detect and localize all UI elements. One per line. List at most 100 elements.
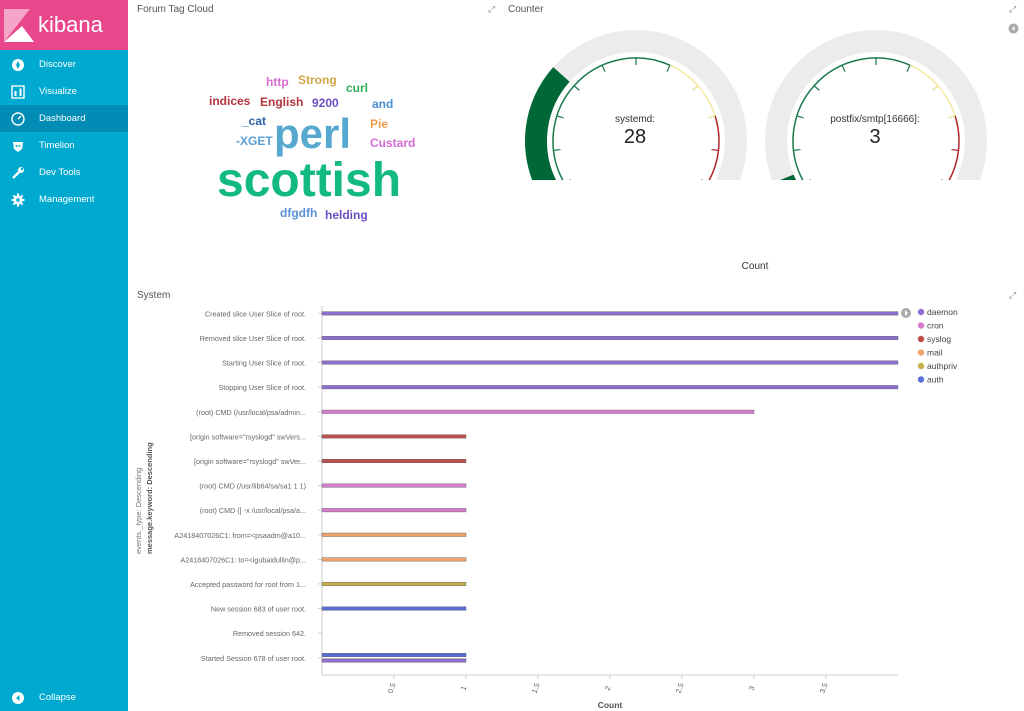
y-tick-label: [origin software="rsyslogd" swVer... xyxy=(194,457,306,466)
bar-daemon[interactable] xyxy=(321,336,899,340)
bar-cron[interactable] xyxy=(321,483,467,488)
nav-label: Management xyxy=(39,194,95,205)
bar-cron[interactable] xyxy=(321,409,755,414)
tag-word[interactable]: scottish xyxy=(217,154,401,207)
tag-word[interactable]: Custard xyxy=(370,136,415,150)
gauge-range-red xyxy=(948,115,960,180)
tag-word[interactable]: perl xyxy=(274,110,351,157)
collapse-button[interactable]: Collapse xyxy=(0,684,128,711)
bar-authpriv[interactable] xyxy=(321,582,467,586)
sidebar: kibana Discover Visualize Dashboard Time… xyxy=(0,0,128,711)
tag-word[interactable]: dfgdfh xyxy=(280,206,317,220)
system-bar-chart: Created slice User Slice of root. Removed… xyxy=(134,306,958,710)
tag-word[interactable]: English xyxy=(260,95,303,109)
expand-icon[interactable]: ⤢ xyxy=(488,4,496,14)
legend-toggle-icon[interactable] xyxy=(901,308,911,318)
y-axis-label: message.keyword: Descending xyxy=(145,442,154,554)
bar-auth[interactable] xyxy=(321,606,467,611)
tag-word[interactable]: Strong xyxy=(298,73,337,87)
bar-mail[interactable] xyxy=(321,557,467,562)
x-tick-label: 1 xyxy=(459,685,469,692)
bar-syslog[interactable] xyxy=(321,434,467,439)
y-axis-label: events._type: Descending xyxy=(134,468,143,554)
legend-toggle-icon[interactable] xyxy=(1008,23,1019,34)
nav-management[interactable]: Management xyxy=(0,186,128,213)
gauge xyxy=(765,30,987,180)
legend-swatch xyxy=(917,349,925,356)
nav-timelion[interactable]: Timelion xyxy=(0,132,128,159)
legend-item[interactable]: cron xyxy=(917,321,944,331)
x-tick-label: 2 xyxy=(603,685,613,692)
tag-word[interactable]: 9200 xyxy=(312,96,339,110)
tag-cloud-panel-title: Forum Tag Cloud xyxy=(137,4,214,15)
dashboard-icon xyxy=(11,111,25,126)
gauge-tick xyxy=(906,65,911,72)
tag-word[interactable]: -XGET xyxy=(236,134,273,148)
expand-icon[interactable]: ⤢ xyxy=(1009,4,1017,14)
tag-cloud: http Strong curl indices English 9200 an… xyxy=(209,73,415,222)
tag-word[interactable]: indices xyxy=(209,94,251,108)
bar-daemon[interactable] xyxy=(321,385,899,390)
x-tick-label: 1.5 xyxy=(530,682,542,695)
expand-icon[interactable]: ⤢ xyxy=(1009,290,1017,300)
tag-word[interactable]: helding xyxy=(325,208,368,222)
tag-word[interactable]: http xyxy=(266,75,289,89)
nav-dashboard[interactable]: Dashboard xyxy=(0,105,128,132)
gauge-tick xyxy=(951,148,959,151)
bar-daemon[interactable] xyxy=(321,658,467,663)
kibana-logo-icon xyxy=(0,0,38,50)
legend-swatch xyxy=(917,362,925,370)
x-tick-label: 3.5 xyxy=(818,682,830,695)
timelion-icon xyxy=(11,139,25,153)
counter-panel-title: Counter xyxy=(508,4,544,15)
y-tick-label: Started Session 678 of user root. xyxy=(201,654,306,663)
nav-label: Visualize xyxy=(39,86,77,97)
y-tick-label: A2418407026C1: to=<igubaidullin@p... xyxy=(180,555,306,564)
legend-item[interactable]: auth xyxy=(917,375,944,385)
y-tick-label: Created slice User Slice of root. xyxy=(205,309,306,318)
legend-item[interactable]: daemon xyxy=(917,307,958,317)
legend-label: authpriv xyxy=(927,361,958,371)
y-tick-label: A2418407026C1: from=<psaadm@a10... xyxy=(174,531,306,540)
bar-daemon[interactable] xyxy=(321,360,899,365)
gauge-label: postfix/smtp[16666]: xyxy=(830,114,920,125)
legend-item[interactable]: authpriv xyxy=(917,361,958,371)
bar-syslog[interactable] xyxy=(321,459,467,463)
gauge-label: systemd: xyxy=(614,114,655,125)
tag-word[interactable]: and xyxy=(372,97,393,111)
gauge-value: 28 xyxy=(623,126,647,148)
nav-label: Dashboard xyxy=(39,113,86,124)
y-tick-label: (root) CMD (/usr/local/psa/admin... xyxy=(196,408,306,417)
counter-axis-label: Count xyxy=(741,261,769,272)
x-axis-label: Count xyxy=(598,700,623,710)
bar-mail[interactable] xyxy=(321,532,467,537)
gear-icon xyxy=(11,193,25,207)
gauge xyxy=(525,30,747,180)
y-tick-label: (root) CMD (/usr/lib64/sa/sa1 1 1) xyxy=(199,482,306,491)
gauge-tick xyxy=(556,115,564,119)
gauge-fill xyxy=(525,67,570,180)
gauge-tick xyxy=(711,148,719,151)
gauge-tick xyxy=(841,65,846,72)
tag-word[interactable]: curl xyxy=(346,81,368,95)
nav-dev-tools[interactable]: Dev Tools xyxy=(0,159,128,186)
gauge-tick xyxy=(948,115,956,119)
gauge-fill xyxy=(780,174,797,180)
nav-visualize[interactable]: Visualize xyxy=(0,78,128,105)
collapse-label: Collapse xyxy=(39,692,76,703)
bar-auth[interactable] xyxy=(321,653,467,657)
legend-item[interactable]: mail xyxy=(917,348,943,358)
wrench-icon xyxy=(11,166,25,180)
tag-word[interactable]: _cat xyxy=(241,114,266,128)
legend-label: daemon xyxy=(927,307,958,317)
tag-word[interactable]: Pie xyxy=(370,117,388,131)
y-tick-label: Stopping User Slice of root. xyxy=(219,383,307,392)
bar-daemon[interactable] xyxy=(321,311,899,316)
legend-item[interactable]: syslog xyxy=(917,334,952,344)
bar-cron[interactable] xyxy=(321,508,467,513)
y-tick-label: Removed slice User Slice of root. xyxy=(200,334,306,343)
nav-discover[interactable]: Discover xyxy=(0,51,128,78)
collapse-icon xyxy=(11,691,25,705)
legend-swatch xyxy=(917,335,925,343)
kibana-logo[interactable]: kibana xyxy=(0,0,128,50)
